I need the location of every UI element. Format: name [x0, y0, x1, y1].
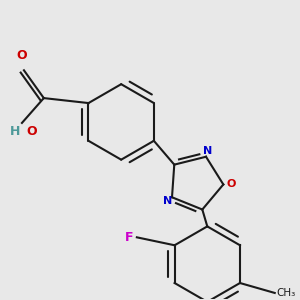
Text: F: F	[124, 231, 133, 244]
Text: O: O	[26, 125, 37, 138]
Text: O: O	[226, 179, 236, 190]
Text: CH₃: CH₃	[277, 288, 296, 298]
Text: N: N	[203, 146, 213, 156]
Text: H: H	[10, 125, 20, 138]
Text: O: O	[16, 49, 27, 62]
Text: N: N	[164, 196, 173, 206]
